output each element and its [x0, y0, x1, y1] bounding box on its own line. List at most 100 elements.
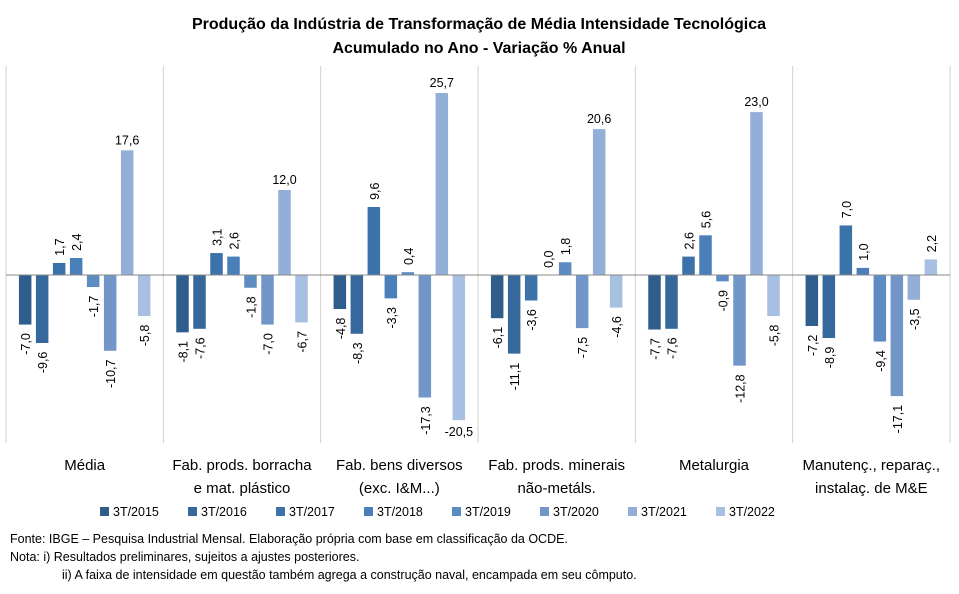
chart: Produção da Indústria de Transformação d…	[5, 16, 951, 519]
bar	[682, 256, 695, 275]
legend-swatch	[100, 507, 109, 516]
bar	[839, 225, 853, 275]
data-label: 23,0	[744, 95, 768, 109]
data-label: -8,3	[351, 342, 365, 364]
category-label: Fab. prods. minerais	[488, 457, 625, 474]
bar	[69, 258, 83, 275]
bar	[507, 275, 521, 354]
bar	[699, 235, 712, 275]
plot-area: -7,0 -8,1 -4,8 -6,1 -7,7 -7,2 -9,6 -7,6 -8,3 -11,…	[5, 66, 951, 497]
legend-label: 3T/2022	[729, 505, 775, 519]
data-label: 25,7	[430, 76, 454, 90]
data-label: -3,5	[908, 308, 922, 330]
bar	[137, 275, 151, 317]
category-label: Média	[64, 457, 106, 474]
data-label: -7,0	[19, 333, 33, 355]
bar	[18, 275, 32, 325]
bar	[609, 275, 623, 308]
bar	[350, 275, 364, 334]
category-label: Manutenç., reparaç.,	[803, 457, 941, 474]
data-label: 2,4	[70, 233, 84, 250]
bar	[52, 262, 66, 275]
data-label: -7,6	[194, 337, 208, 359]
data-label: 12,0	[272, 173, 296, 187]
category-label: (exc. I&M...)	[359, 480, 440, 497]
legend-label: 3T/2017	[289, 505, 335, 519]
bar	[401, 272, 415, 275]
data-label: -7,5	[576, 337, 590, 359]
bar	[490, 275, 504, 319]
legend-swatch	[188, 507, 197, 516]
data-label: -17,1	[891, 405, 905, 434]
data-label: 2,2	[925, 235, 939, 252]
legend-label: 3T/2019	[465, 505, 511, 519]
data-label: 20,6	[587, 112, 611, 126]
notes: Fonte: IBGE – Pesquisa Industrial Mensal…	[10, 530, 637, 584]
bar	[890, 275, 904, 397]
data-label: 9,6	[368, 182, 382, 199]
legend-swatch	[716, 507, 725, 516]
legend-swatch	[628, 507, 637, 516]
legend-label: 3T/2018	[377, 505, 423, 519]
legend-swatch	[276, 507, 285, 516]
data-label: -1,8	[245, 296, 259, 318]
bar	[244, 275, 257, 288]
data-label: -1,7	[87, 296, 101, 318]
bar	[227, 256, 240, 275]
data-label: -10,7	[104, 359, 118, 388]
legend-label: 3T/2015	[113, 505, 159, 519]
data-label: -6,7	[296, 331, 310, 353]
bar	[924, 259, 938, 275]
bar	[856, 267, 870, 275]
bar	[193, 275, 206, 329]
bar	[592, 129, 606, 275]
data-label: -9,6	[36, 352, 50, 374]
source-note: Fonte: IBGE – Pesquisa Industrial Mensal…	[10, 532, 568, 546]
category-label: instalaç. de M&E	[815, 480, 928, 497]
data-label: -7,7	[649, 338, 663, 360]
bar	[822, 275, 836, 339]
bar	[750, 112, 763, 275]
bar	[767, 275, 780, 317]
bar	[35, 275, 49, 343]
data-label: -7,6	[666, 337, 680, 359]
bar	[575, 275, 589, 329]
bar	[558, 262, 572, 275]
chart-title: Produção da Indústria de Transformação d…	[192, 16, 766, 33]
data-label: 17,6	[115, 133, 139, 147]
note-1: Nota: i) Resultados preliminares, sujeit…	[10, 550, 360, 564]
data-label: -12,8	[734, 374, 748, 403]
data-label: 0,4	[402, 248, 416, 265]
data-label: -6,1	[491, 327, 505, 349]
data-label: -4,8	[334, 318, 348, 340]
data-label: -5,8	[768, 325, 782, 347]
bar	[524, 275, 538, 301]
data-label: -7,2	[806, 335, 820, 357]
data-label: 2,6	[683, 232, 697, 249]
data-label: 2,6	[228, 232, 242, 249]
bar	[86, 275, 100, 288]
bar	[295, 275, 308, 323]
bar	[278, 190, 291, 275]
bar	[805, 275, 819, 326]
data-label: 1,8	[559, 238, 573, 255]
category-label: Metalurgia	[679, 457, 750, 474]
data-label: -0,9	[717, 290, 731, 312]
bar	[648, 275, 661, 330]
bar	[120, 150, 134, 275]
bar	[103, 275, 117, 351]
bar	[452, 275, 466, 421]
data-label: -3,6	[525, 309, 539, 331]
data-label: -11,1	[508, 363, 522, 391]
bar	[210, 253, 223, 275]
legend: 3T/2015 3T/2016 3T/2017 3T/2018 3T/2019 3T/20…	[100, 505, 775, 519]
legend-label: 3T/2020	[553, 505, 599, 519]
data-label: -8,9	[823, 347, 837, 369]
data-label: -7,0	[262, 333, 276, 355]
data-label: 0,0	[542, 250, 556, 267]
data-label: -3,3	[385, 307, 399, 329]
data-label: -5,8	[138, 325, 152, 347]
bar	[907, 275, 921, 300]
data-label: -4,6	[610, 316, 624, 338]
data-label: -8,1	[177, 341, 191, 363]
